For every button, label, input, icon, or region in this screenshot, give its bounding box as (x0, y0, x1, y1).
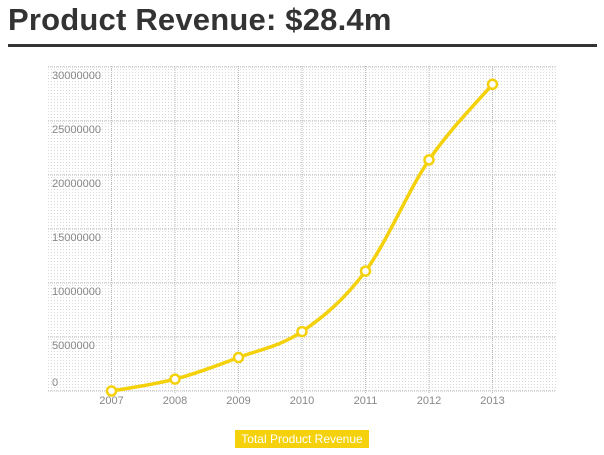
x-tick-label: 2007 (99, 395, 123, 407)
point (486, 78, 499, 91)
y-tick-label: 25000000 (52, 124, 101, 136)
point (232, 351, 245, 364)
point (169, 373, 181, 385)
y-tick-label: 0 (52, 377, 58, 389)
point (105, 385, 118, 397)
y-tick-label: 10000000 (52, 286, 101, 298)
y-tick-label: 15000000 (52, 232, 101, 244)
x-tick-label: 2009 (226, 395, 250, 407)
title-rule (8, 44, 597, 47)
y-tick-label: 20000000 (52, 178, 101, 190)
x-tick-label: 2013 (480, 395, 504, 407)
point (296, 325, 308, 338)
x-tick-label: 2012 (417, 395, 441, 407)
point (423, 154, 435, 166)
y-tick-label: 30000000 (52, 70, 101, 82)
x-tick-label: 2010 (290, 395, 314, 407)
legend: Total Product Revenue (0, 430, 604, 448)
chart-title: Product Revenue: $28.4m (8, 2, 392, 37)
point (359, 265, 372, 277)
x-tick-label: 2011 (354, 395, 378, 407)
legend-entry: Total Product Revenue (235, 430, 369, 448)
x-tick-label: 2008 (163, 395, 187, 407)
y-tick-label: 5000000 (52, 340, 95, 352)
